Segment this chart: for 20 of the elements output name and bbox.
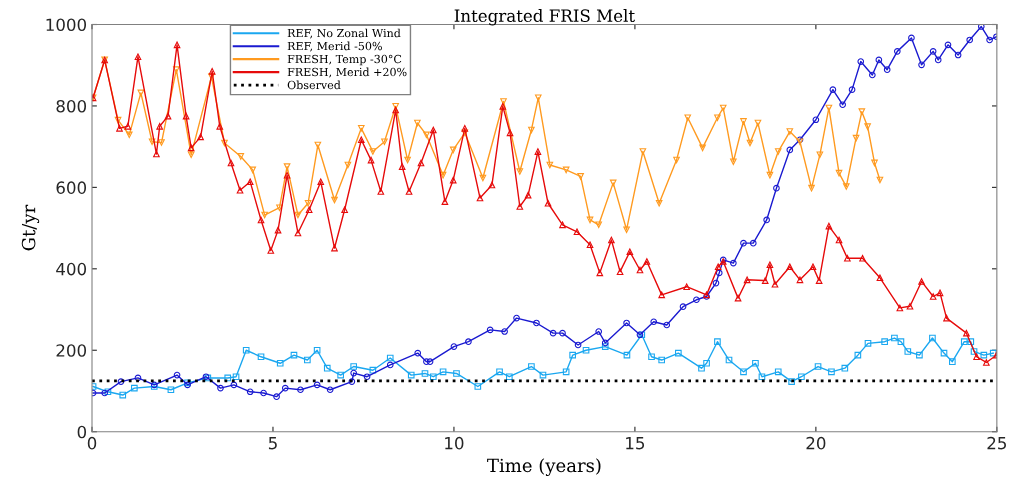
chart-title: Integrated FRIS Melt — [454, 9, 635, 26]
x-tick-label: 20 — [806, 436, 826, 450]
y-tick-label: 600 — [56, 181, 87, 194]
legend-label: FRESH, Merid +20% — [287, 67, 407, 78]
legend-label: REF, No Zonal Wind — [287, 28, 401, 39]
legend-label: Observed — [287, 80, 341, 90]
x-tick-label: 25 — [987, 436, 1006, 450]
x-tick-label: 10 — [445, 436, 464, 450]
x-axis-title: Time (years) — [487, 458, 601, 476]
y-tick-label: 1000 — [46, 18, 87, 32]
y-tick-label: 0 — [77, 425, 87, 439]
y-tick-label: 200 — [56, 344, 87, 357]
y-axis-title: Gt/yr — [21, 204, 40, 251]
x-tick-label: 0 — [87, 436, 97, 450]
legend-label: FRESH, Temp -30°C — [287, 54, 402, 66]
y-tick-label: 400 — [56, 262, 87, 276]
y-tick-label: 800 — [56, 99, 87, 113]
legend-label: REF, Merid -50% — [287, 41, 382, 52]
x-tick-label: 5 — [268, 437, 277, 450]
x-tick-label: 15 — [626, 437, 645, 450]
